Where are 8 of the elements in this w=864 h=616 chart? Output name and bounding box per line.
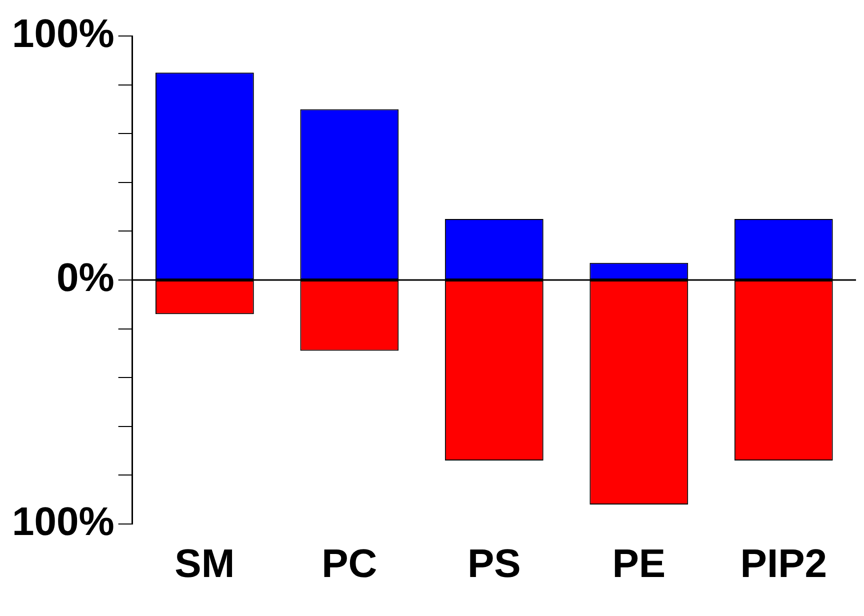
y-tick-label: 0% [56,256,114,300]
y-tick-label: 100% [12,500,114,544]
x-tick-label: PC [322,542,378,586]
x-tick-label: PE [612,542,666,586]
x-tick-label: SM [174,542,235,586]
x-tick-label: PS [467,542,521,586]
x-tick-label: PIP2 [740,542,827,586]
y-tick-label: 100% [12,12,114,56]
